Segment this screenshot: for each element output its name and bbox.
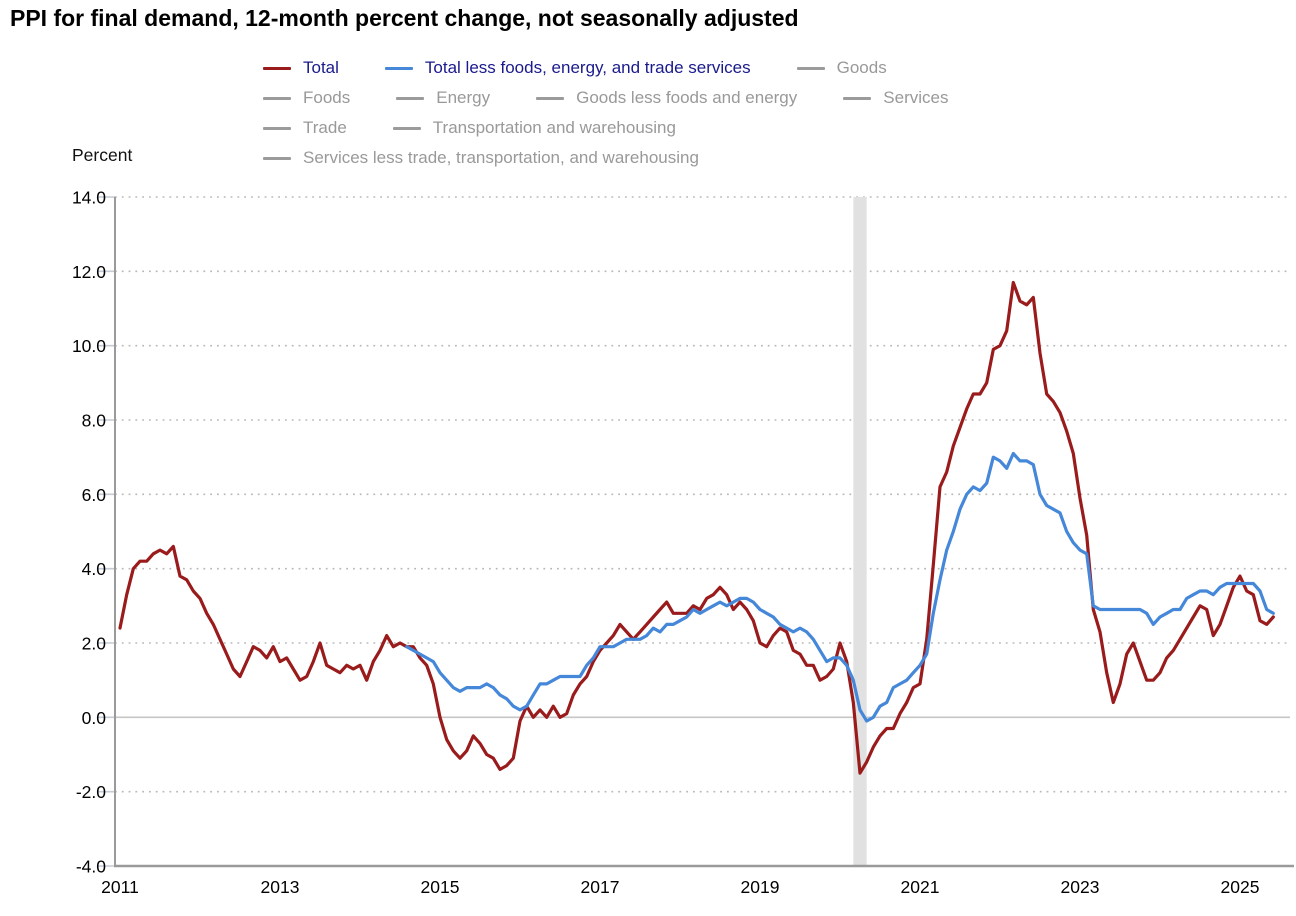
legend-label: Foods [303,88,351,107]
legend-swatch-icon [263,126,291,130]
legend-item-total[interactable]: Total [263,58,339,78]
legend-label: Total [303,58,339,77]
legend-swatch-icon [384,66,413,70]
svg-text:2025: 2025 [1221,877,1260,897]
legend-item-transportation-and-warehousing[interactable]: Transportation and warehousing [392,118,676,138]
series-line-total [118,280,1275,775]
legend-item-services-less-trade-transportation-and-warehousing[interactable]: Services less trade, transportation, and… [263,148,699,168]
legend-row: Total Total less foods, energy, and trade… [263,53,1243,83]
legend-swatch-icon [843,96,872,100]
svg-text:14.0: 14.0 [72,188,106,208]
y-axis-title: Percent [72,145,133,165]
svg-text:2015: 2015 [421,877,460,897]
svg-text:2021: 2021 [901,877,940,897]
svg-text:2.0: 2.0 [82,634,107,654]
legend-swatch-icon [396,96,425,100]
legend-swatch-icon [392,126,421,130]
chart-legend: Total Total less foods, energy, and trade… [263,53,1243,173]
series-line-total-less-foods-energy-and-trade-services [405,451,1275,723]
svg-text:-2.0: -2.0 [76,782,106,802]
svg-text:6.0: 6.0 [82,485,107,505]
svg-text:10.0: 10.0 [72,336,106,356]
legend-label: Trade [303,118,347,137]
legend-label: Energy [436,88,491,107]
legend-item-goods-less-foods-and-energy[interactable]: Goods less foods and energy [536,88,797,108]
legend-row: Foods Energy Goods less foods and energy Se… [263,83,1243,113]
legend-row: Services less trade, transportation, and… [263,143,1243,173]
svg-text:2013: 2013 [261,877,300,897]
legend-item-trade[interactable]: Trade [263,118,347,138]
legend-item-total-less-foods-energy-and-trade-services[interactable]: Total less foods, energy, and trade serv… [384,58,751,78]
legend-swatch-icon [263,156,291,160]
y-axis-tick-labels: 14.0 12.0 10.0 8.0 6.0 4.0 2.0 0.0 -2.0 -4.0 [72,188,106,877]
svg-text:4.0: 4.0 [82,559,107,579]
legend-swatch-icon [263,96,291,100]
svg-text:2011: 2011 [101,877,139,897]
legend-label: Goods [836,58,887,77]
legend-item-goods[interactable]: Goods [796,58,887,78]
page-title: PPI for final demand, 12-month percent c… [10,5,799,31]
legend-item-foods[interactable]: Foods [263,88,350,108]
legend-label: Goods less foods and energy [576,88,798,107]
svg-text:0.0: 0.0 [82,708,107,728]
legend-label: Services less trade, transportation, and… [303,148,699,167]
legend-row: Trade Transportation and warehousing [263,113,1243,143]
legend-swatch-icon [263,66,291,70]
legend-swatch-icon [536,96,565,100]
svg-text:8.0: 8.0 [82,411,107,431]
x-axis-tick-labels: 2011 2013 2015 2017 2019 2021 2023 2025 [101,877,1259,897]
legend-label: Transportation and warehousing [432,118,676,137]
legend-label: Total less foods, energy, and trade serv… [424,58,751,77]
legend-item-energy[interactable]: Energy [396,88,490,108]
svg-text:12.0: 12.0 [72,262,106,282]
legend-label: Services [883,88,949,107]
svg-text:2023: 2023 [1061,877,1100,897]
y-gridlines [97,196,1290,867]
legend-item-services[interactable]: Services [843,88,948,108]
svg-text:2017: 2017 [581,877,620,897]
legend-swatch-icon [796,66,825,70]
svg-text:2019: 2019 [741,877,780,897]
svg-text:-4.0: -4.0 [76,857,106,877]
